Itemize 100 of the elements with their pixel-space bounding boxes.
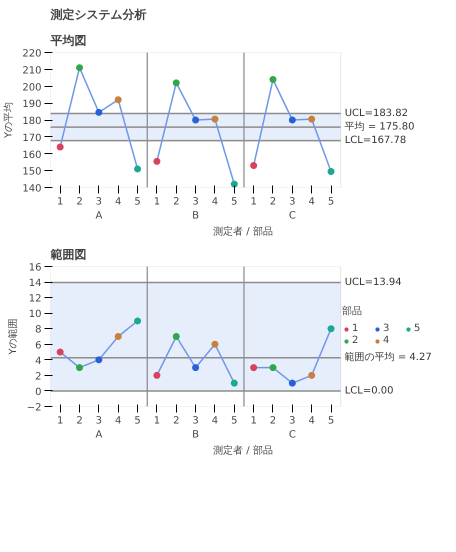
text: A xyxy=(95,430,102,440)
y-tick-label: 160 xyxy=(22,150,42,161)
point xyxy=(95,356,102,364)
x-tick-label: 5 xyxy=(134,416,141,426)
legend-label: 5 xyxy=(414,323,422,334)
y-tick-label: 16 xyxy=(28,262,42,274)
x-tick-label: 3 xyxy=(96,416,102,426)
point xyxy=(76,364,84,372)
point xyxy=(134,317,142,324)
y-axis-title: Yの範囲 xyxy=(8,318,19,356)
y-tick-label: −2 xyxy=(26,402,42,414)
point xyxy=(134,165,142,172)
x-tick-label: 5 xyxy=(231,196,238,208)
point xyxy=(56,144,64,150)
chart-subtitle: 平均図 xyxy=(50,34,86,48)
text: C xyxy=(288,430,296,440)
text: C xyxy=(288,210,296,222)
x-tick-label: 4 xyxy=(212,416,218,426)
x-tick-label: 5 xyxy=(231,416,238,426)
point xyxy=(172,333,180,340)
x-tick-label: 1 xyxy=(250,196,257,208)
text: A xyxy=(95,210,102,222)
x-tick-label: 2 xyxy=(270,416,276,426)
legend-label: 3 xyxy=(383,323,390,334)
y-tick-label: 2 xyxy=(35,371,42,382)
y-tick-label: 6 xyxy=(35,340,42,352)
x-tick-label: 1 xyxy=(154,196,160,208)
ref-line-label: 平均 = 175.80 xyxy=(344,120,414,133)
point xyxy=(114,333,122,340)
point xyxy=(95,108,102,116)
y-tick-label: 200 xyxy=(22,82,42,94)
x-axis-title: 測定者 / 部品 xyxy=(213,444,273,456)
x-tick-label: 1 xyxy=(56,416,64,426)
point xyxy=(153,372,160,379)
x-tick-label: 2 xyxy=(270,196,276,208)
y-tick-label: 0 xyxy=(35,386,42,398)
y-tick-label: 210 xyxy=(22,65,42,76)
point xyxy=(230,380,238,387)
legend-label: 2 xyxy=(352,335,360,346)
x-tick-label: 3 xyxy=(96,196,102,208)
text: B xyxy=(192,430,200,440)
y-tick-label: 150 xyxy=(22,166,42,178)
point xyxy=(250,364,258,372)
point xyxy=(192,116,200,124)
x-axis-title: 測定者 / 部品 xyxy=(213,226,273,238)
x-tick-label: 3 xyxy=(192,416,199,426)
x-tick-label: 1 xyxy=(250,416,257,426)
chart-title: 範囲図 xyxy=(50,248,86,262)
x-tick-label: 3 xyxy=(289,196,296,208)
x-tick-label: 3 xyxy=(289,416,296,426)
x-tick-label: 4 xyxy=(308,196,315,208)
x-tick-label: 2 xyxy=(173,196,180,208)
point xyxy=(56,348,64,356)
x-tick-label: 4 xyxy=(308,416,315,426)
y-tick-label: 190 xyxy=(22,99,42,110)
legend-label: 4 xyxy=(383,335,390,346)
ref-line-label: 範囲の平均 = 4.27 xyxy=(344,351,432,364)
point xyxy=(172,79,180,86)
y-tick-label: 8 xyxy=(35,324,42,336)
point xyxy=(328,325,335,332)
ref-line-label: UCL=183.82 xyxy=(344,108,408,120)
x-tick-label: 4 xyxy=(115,416,122,426)
y-tick-label: 12 xyxy=(28,294,42,305)
point xyxy=(269,76,276,83)
x-tick-label: 2 xyxy=(76,196,83,208)
x-tick-label: 4 xyxy=(212,196,218,208)
text: B xyxy=(192,210,200,222)
legend-label: 1 xyxy=(352,323,360,334)
x-tick-label: 1 xyxy=(56,196,64,208)
legend-title: 部品 xyxy=(342,304,363,318)
point xyxy=(192,364,200,372)
y-axis-title: Yの平均 xyxy=(2,102,14,140)
chart-title: 測定システム分析 xyxy=(50,8,146,22)
point xyxy=(211,116,218,123)
y-tick-label: 14 xyxy=(28,278,42,290)
point xyxy=(250,162,258,170)
x-tick-label: 5 xyxy=(328,416,334,426)
ref-line-label: UCL=13.94 xyxy=(344,277,402,288)
point xyxy=(269,364,276,372)
x-tick-label: 1 xyxy=(154,416,160,426)
y-tick-label: 10 xyxy=(28,309,42,320)
ref-line-label: LCL=167.78 xyxy=(344,135,406,146)
point xyxy=(308,372,316,379)
point xyxy=(230,180,238,188)
point xyxy=(114,96,122,104)
y-tick-label: 4 xyxy=(35,356,42,367)
point xyxy=(308,116,316,123)
x-tick-label: 4 xyxy=(115,196,122,208)
point xyxy=(328,168,335,175)
point xyxy=(153,158,160,165)
point xyxy=(76,64,84,72)
y-tick-label: 140 xyxy=(22,184,42,194)
point xyxy=(211,340,218,348)
ref-line-label: LCL=0.00 xyxy=(344,385,394,396)
x-tick-label: 5 xyxy=(134,196,141,208)
x-tick-label: 3 xyxy=(192,196,199,208)
y-tick-label: 180 xyxy=(22,116,42,127)
x-tick-label: 5 xyxy=(328,196,334,208)
point xyxy=(288,116,296,124)
x-tick-label: 2 xyxy=(76,416,83,426)
